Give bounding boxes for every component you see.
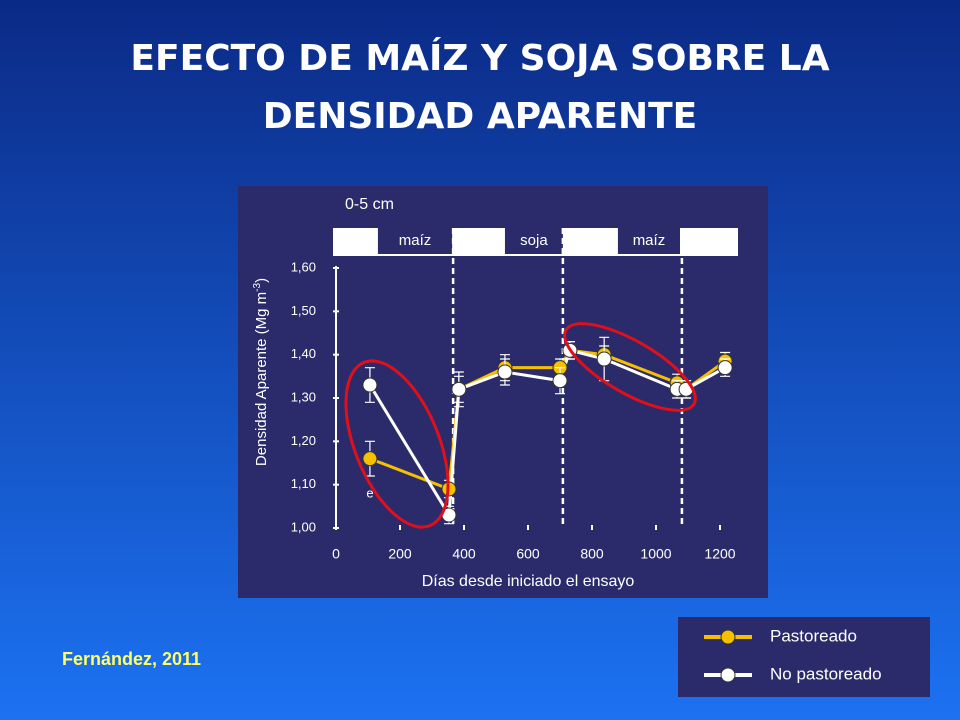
phase-label: maíz (633, 232, 666, 249)
y-tick-label: 1,10 (291, 476, 316, 491)
source: Fernández, 2011 (62, 649, 201, 669)
legend (678, 617, 930, 697)
x-tick-label: 1200 (704, 546, 735, 562)
x-tick-label: 0 (332, 546, 340, 562)
title-line: EFECTO DE MAÍZ Y SOJA SOBRE LA (130, 37, 829, 79)
data-point (362, 451, 378, 467)
x-tick-label: 1000 (640, 546, 671, 562)
y-tick-label: 1,40 (291, 346, 316, 361)
data-point (497, 364, 513, 380)
x-axis-title: Días desde iniciado el ensayo (422, 573, 635, 590)
phase-box (377, 228, 453, 254)
legend-marker (720, 629, 736, 645)
highlight-ellipse (563, 322, 697, 412)
data-point (362, 377, 378, 393)
y-tick-label: 1,00 (291, 519, 316, 534)
legend-marker (720, 667, 736, 683)
depth-label: 0-5 cm (345, 196, 394, 213)
y-tick-label: 1,20 (291, 433, 316, 448)
x-tick-label: 800 (580, 546, 604, 562)
x-tick-label: 400 (452, 546, 476, 562)
phase-box (617, 228, 680, 254)
data-point (596, 351, 612, 367)
y-tick-label: 1,60 (291, 259, 316, 274)
phase-label: maíz (399, 232, 432, 249)
annotation: e (366, 485, 373, 500)
highlight-ellipse (344, 359, 450, 529)
data-point (451, 381, 467, 397)
phase-label: soja (520, 232, 548, 249)
legend-label: No pastoreado (770, 664, 882, 683)
y-tick-label: 1,50 (291, 303, 316, 318)
x-tick-label: 600 (516, 546, 540, 562)
data-point (552, 373, 568, 389)
title-line: DENSIDAD APARENTE (263, 96, 697, 137)
legend-label: Pastoreado (770, 626, 857, 645)
x-tick-label: 200 (388, 546, 412, 562)
phase-box (504, 228, 563, 254)
data-point (717, 360, 733, 376)
y-axis-title: Densidad Aparente (Mg m-3) (252, 278, 270, 466)
y-tick-label: 1,30 (291, 389, 316, 404)
